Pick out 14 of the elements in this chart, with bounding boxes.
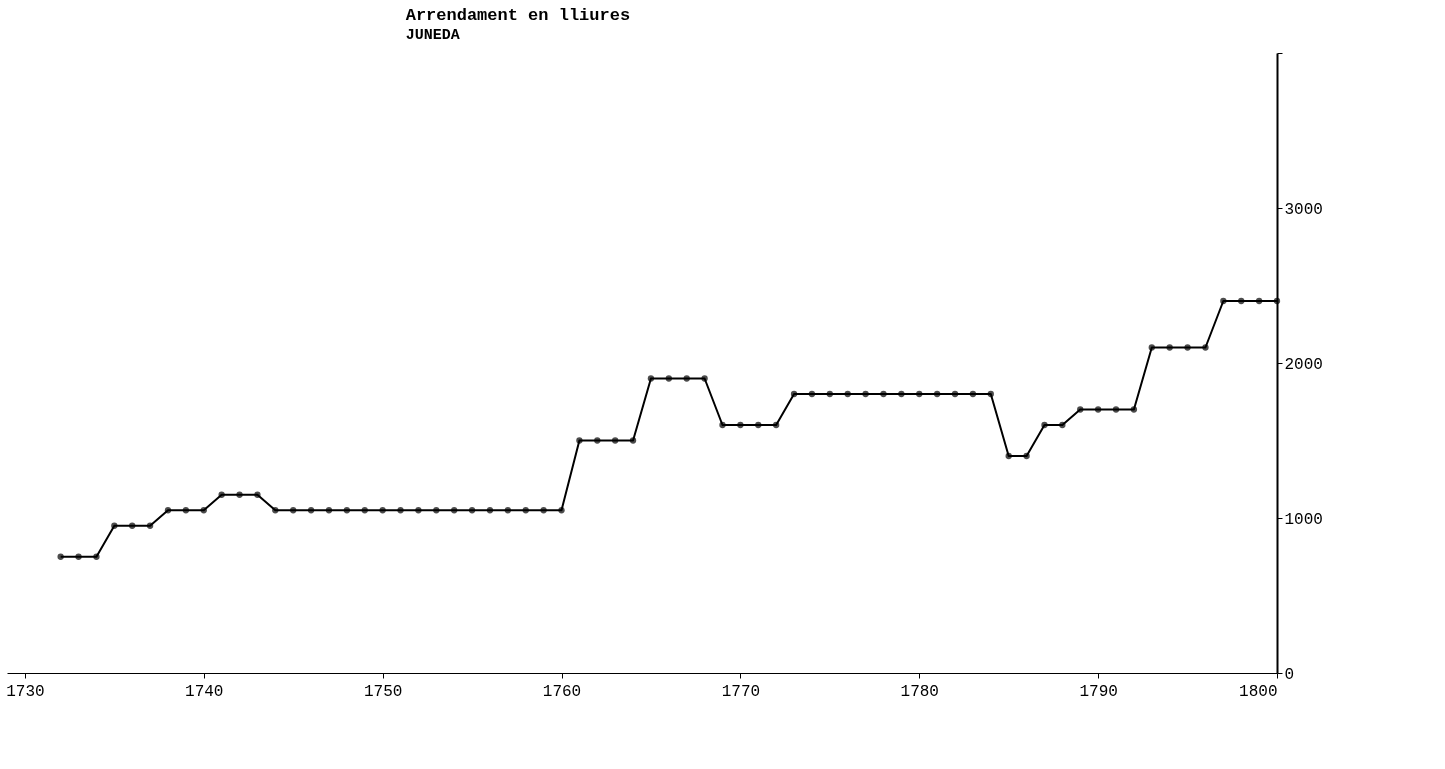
chart-subtitle: JUNEDA (405, 26, 460, 44)
x-tick-label: 1790 (1079, 682, 1118, 701)
y-tick-label: 1000 (1284, 510, 1323, 529)
y-tick-label: 0 (1284, 665, 1295, 684)
x-tick-label: 1760 (542, 682, 582, 701)
x-tick-label: 1800 (1239, 682, 1278, 701)
y-tick-label: 2000 (1284, 355, 1323, 374)
chart-title: Arrendament en lliures (405, 5, 631, 25)
x-tick-label: 1750 (363, 682, 403, 701)
y-tick-label: 3000 (1284, 200, 1323, 219)
x-tick-label: 1780 (900, 682, 939, 701)
x-tick-label: 1740 (185, 682, 224, 701)
x-tick-label: 1730 (6, 682, 45, 701)
x-tick-label: 1770 (721, 682, 761, 701)
